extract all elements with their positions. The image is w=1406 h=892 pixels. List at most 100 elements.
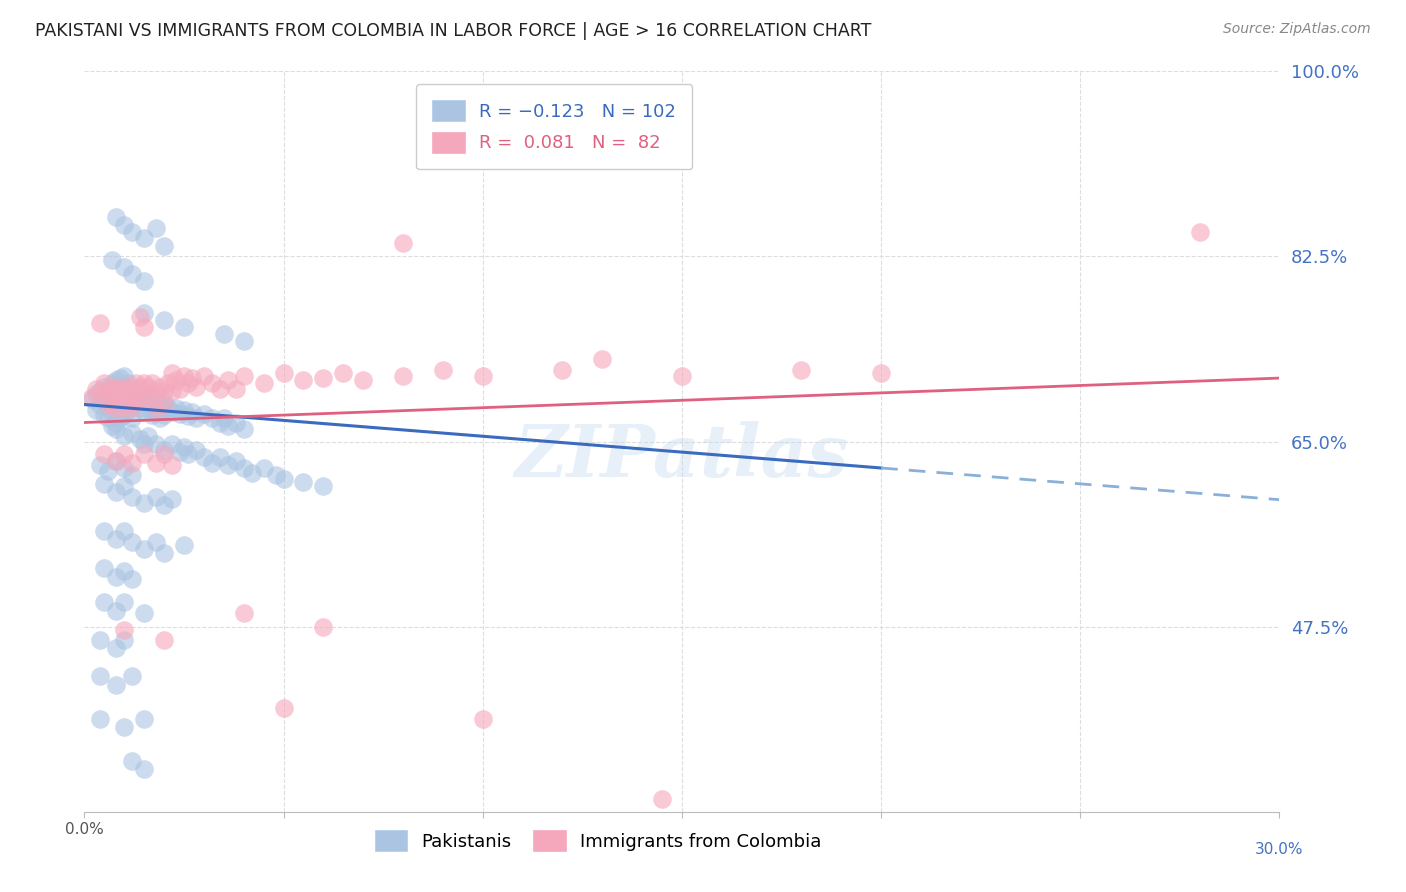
Point bbox=[101, 394, 124, 409]
Point bbox=[117, 402, 139, 417]
Point bbox=[132, 405, 156, 419]
Point bbox=[273, 366, 295, 380]
Point bbox=[121, 426, 143, 441]
Point bbox=[105, 373, 128, 387]
Point bbox=[240, 467, 263, 481]
Point bbox=[105, 570, 128, 584]
Point bbox=[225, 382, 247, 396]
Point bbox=[136, 401, 159, 415]
Point bbox=[112, 461, 135, 475]
Point bbox=[591, 352, 613, 367]
Point bbox=[208, 450, 231, 465]
Point bbox=[273, 701, 295, 715]
Point bbox=[157, 401, 180, 415]
Point bbox=[671, 368, 693, 383]
Point bbox=[136, 387, 159, 401]
Point bbox=[101, 418, 124, 433]
Point bbox=[121, 754, 143, 768]
Point bbox=[105, 604, 128, 618]
Point bbox=[112, 384, 135, 398]
Point bbox=[184, 379, 207, 393]
Point bbox=[93, 408, 115, 422]
Point bbox=[93, 476, 115, 491]
Point bbox=[121, 268, 143, 282]
Point bbox=[160, 405, 183, 419]
Point bbox=[217, 373, 239, 387]
Point bbox=[160, 491, 183, 506]
Point bbox=[89, 384, 111, 398]
Point bbox=[105, 532, 128, 546]
Point bbox=[89, 712, 111, 726]
Point bbox=[93, 595, 115, 609]
Point bbox=[193, 450, 215, 465]
Point bbox=[101, 252, 124, 267]
Point bbox=[132, 390, 156, 404]
Point bbox=[193, 368, 215, 383]
Point bbox=[173, 320, 195, 334]
Point bbox=[208, 416, 231, 430]
Point bbox=[105, 401, 128, 415]
Point bbox=[121, 572, 143, 586]
Point bbox=[184, 411, 207, 425]
Point bbox=[93, 376, 115, 391]
Text: 30.0%: 30.0% bbox=[1256, 842, 1303, 857]
Point bbox=[392, 368, 415, 383]
Point bbox=[160, 458, 183, 472]
Point bbox=[105, 640, 128, 655]
Point bbox=[105, 384, 128, 398]
Point bbox=[145, 401, 167, 415]
Point bbox=[232, 334, 254, 348]
Point bbox=[121, 468, 143, 483]
Point bbox=[153, 408, 176, 422]
Point bbox=[110, 399, 132, 413]
Point bbox=[177, 376, 200, 391]
Point bbox=[165, 401, 187, 415]
Point bbox=[105, 211, 128, 225]
Point bbox=[112, 447, 135, 461]
Point bbox=[112, 720, 135, 734]
Point bbox=[145, 390, 167, 404]
Point bbox=[110, 379, 132, 393]
Point bbox=[132, 274, 156, 288]
Point bbox=[86, 382, 108, 396]
Point bbox=[471, 712, 494, 726]
Point bbox=[125, 382, 148, 396]
Point bbox=[82, 390, 104, 404]
Point bbox=[129, 401, 152, 415]
Point bbox=[93, 379, 115, 393]
Point bbox=[193, 407, 215, 421]
Point bbox=[145, 456, 167, 470]
Point bbox=[112, 479, 135, 493]
Point bbox=[117, 376, 139, 391]
Point bbox=[145, 436, 167, 450]
Point bbox=[112, 623, 135, 637]
Point bbox=[101, 390, 124, 404]
Point bbox=[105, 453, 128, 467]
Point bbox=[225, 416, 247, 430]
Point bbox=[132, 231, 156, 245]
Point bbox=[86, 402, 108, 417]
Point bbox=[232, 606, 254, 620]
Point bbox=[112, 394, 135, 409]
Point bbox=[232, 461, 254, 475]
Text: Source: ZipAtlas.com: Source: ZipAtlas.com bbox=[1223, 22, 1371, 37]
Point bbox=[212, 326, 235, 341]
Point bbox=[551, 362, 574, 376]
Point bbox=[121, 535, 143, 549]
Point bbox=[105, 485, 128, 500]
Point bbox=[105, 422, 128, 436]
Point bbox=[471, 368, 494, 383]
Point bbox=[173, 538, 195, 552]
Point bbox=[332, 366, 354, 380]
Point bbox=[153, 394, 176, 409]
Point bbox=[169, 382, 191, 396]
Point bbox=[145, 220, 167, 235]
Point bbox=[112, 633, 135, 648]
Point bbox=[153, 545, 176, 560]
Point bbox=[208, 382, 231, 396]
Point bbox=[117, 379, 139, 393]
Point bbox=[97, 397, 120, 411]
Point bbox=[153, 313, 176, 327]
Point bbox=[153, 498, 176, 512]
Point bbox=[132, 496, 156, 510]
